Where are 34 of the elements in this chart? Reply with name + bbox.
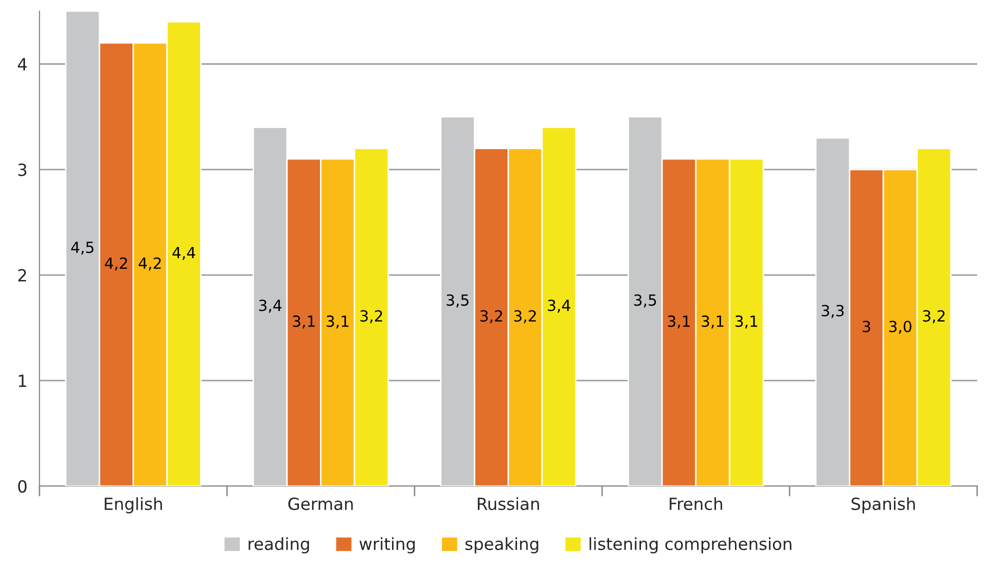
legend-label: speaking <box>465 537 538 554</box>
y-tick-label: 1 <box>18 374 26 387</box>
x-tick-label: German <box>288 498 353 510</box>
data-label: 3,5 <box>634 294 656 308</box>
data-label: 3,2 <box>514 310 536 324</box>
data-label: 3,4 <box>548 300 570 313</box>
legend-label: listening comprehension <box>590 537 792 554</box>
data-label: 4,5 <box>71 242 94 255</box>
data-label: 3,4 <box>259 300 282 313</box>
data-label: 3,2 <box>480 310 502 324</box>
x-tick-label: French <box>670 497 722 510</box>
y-tick-label: 4 <box>18 58 27 70</box>
legend-label: writing <box>360 537 415 554</box>
data-label: 4,2 <box>104 257 127 271</box>
x-tick-label: Spanish <box>852 497 915 514</box>
data-label: 4,2 <box>138 257 161 271</box>
data-label: 3,1 <box>735 315 758 329</box>
data-label: 3,2 <box>360 310 382 324</box>
data-label: 3,1 <box>702 315 724 329</box>
y-tick-label: 2 <box>18 269 26 282</box>
data-label: 3,2 <box>923 310 945 324</box>
data-label: 3,3 <box>822 304 844 318</box>
data-label: 3,1 <box>292 315 315 329</box>
y-tick-label: 3 <box>18 164 26 176</box>
data-label: 3,0 <box>889 320 912 334</box>
data-label: 3,5 <box>446 294 468 308</box>
data-label: 3,1 <box>326 315 348 329</box>
data-label: 4,4 <box>172 247 196 260</box>
x-tick-label: English <box>104 497 162 514</box>
y-tick-label: 0 <box>18 480 27 493</box>
legend-label: reading <box>248 537 309 554</box>
data-label: 3,1 <box>668 315 690 329</box>
data-label: 3 <box>862 320 870 332</box>
x-tick-label: Russian <box>478 497 539 510</box>
